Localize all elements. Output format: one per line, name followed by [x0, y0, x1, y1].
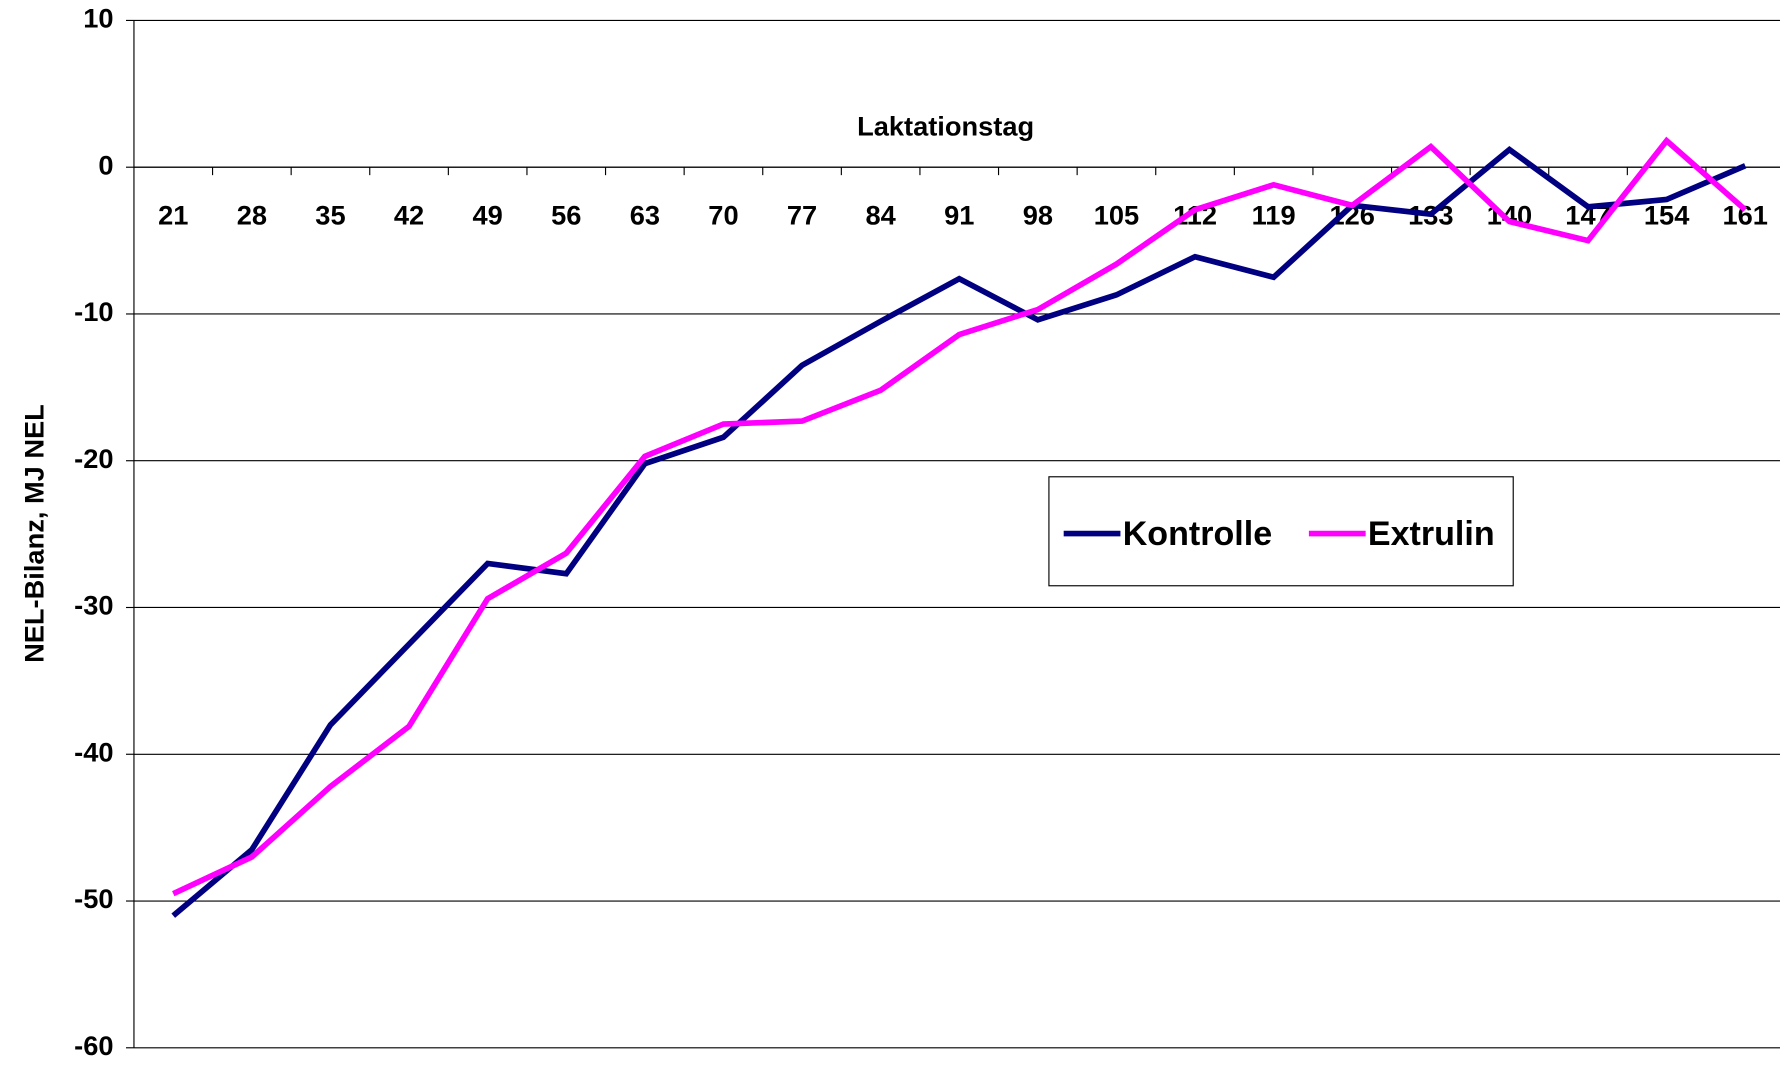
y-tick-label: -10: [74, 296, 113, 327]
x-tick-label: 35: [315, 199, 345, 230]
x-tick-label: 49: [473, 199, 503, 230]
x-tick-label: 42: [394, 199, 424, 230]
line-series: [172, 136, 1748, 897]
x-tick-label: 91: [944, 199, 974, 230]
legend-box: [1048, 476, 1514, 587]
x-tick-label: 28: [237, 199, 267, 230]
y-tick-label: -60: [74, 1030, 113, 1061]
x-tick-label: 21: [158, 199, 188, 230]
y-tick-label: 0: [98, 149, 113, 180]
x-tick-label: 161: [1723, 199, 1768, 230]
x-tick-label: 77: [787, 199, 817, 230]
y-tick-label: -30: [74, 590, 113, 621]
legend-label: Extrulin: [1368, 515, 1495, 553]
y-tick-label: 10: [83, 3, 113, 34]
line-series: [171, 145, 1747, 918]
x-tick-label: 105: [1094, 199, 1139, 230]
x-tick-label: 84: [865, 199, 895, 230]
x-tick-label: 98: [1023, 199, 1053, 230]
y-tick-label: -50: [74, 883, 113, 914]
plot-group: Laktationstag NEL-Bilanz, MJ NEL -60 -50 -…: [19, 3, 1780, 1061]
x-axis-title: Laktationstag: [857, 110, 1034, 141]
x-tick-label: 70: [708, 199, 738, 230]
y-tick-label: -40: [74, 736, 113, 767]
y-axis-title: NEL-Bilanz, MJ NEL: [19, 404, 50, 663]
x-tick-label: 63: [630, 199, 660, 230]
x-tick-label: 56: [551, 199, 581, 230]
x-tick-label: 119: [1252, 199, 1296, 230]
legend-label: Kontrolle: [1123, 515, 1272, 553]
x-tick-label: 154: [1644, 199, 1689, 230]
y-tick-label: -20: [74, 443, 113, 474]
